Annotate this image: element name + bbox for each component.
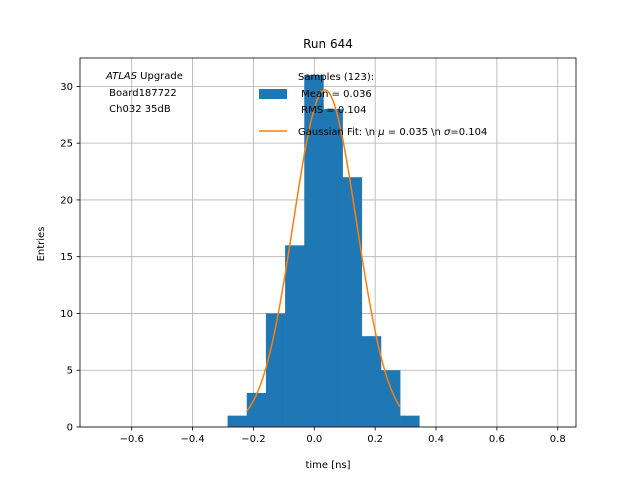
legend-fit-label: Gaussian Fit: \n μ = 0.035 \n σ=0.104 <box>298 127 487 138</box>
histogram-bar <box>228 416 247 427</box>
y-tick-label: 25 <box>60 139 73 150</box>
histogram-bar <box>247 393 266 427</box>
x-tick-label: 0.6 <box>489 434 505 445</box>
x-tick-label: −0.6 <box>120 434 144 445</box>
annotation-upgrade: Upgrade <box>137 71 183 82</box>
y-tick-label: 0 <box>67 423 73 434</box>
legend-hist-line3: RMS = 0.104 <box>298 105 366 116</box>
histogram-bar <box>381 370 400 427</box>
histogram-bar <box>285 245 304 427</box>
legend: Samples (123): Mean = 0.036 RMS = 0.104 … <box>259 72 487 138</box>
y-axis-label: Entries <box>36 227 47 262</box>
y-tick-label: 20 <box>60 195 73 206</box>
legend-hist-line2: Mean = 0.036 <box>298 89 372 100</box>
x-tick-label: 0.8 <box>550 434 566 445</box>
legend-hist-line1: Samples (123): <box>298 72 374 83</box>
x-axis-label: time [ns] <box>305 460 350 471</box>
histogram-bar <box>362 336 381 427</box>
legend-fit-suffix: =0.104 <box>450 127 487 138</box>
x-tick-label: 0.4 <box>428 434 444 445</box>
y-tick-label: 30 <box>60 82 73 93</box>
y-tick-label: 15 <box>60 252 73 263</box>
legend-fit-prefix: Gaussian Fit: \n <box>298 127 378 138</box>
annotation-line1: ATLAS Upgrade <box>105 71 183 82</box>
annotation-channel: Ch032 35dB <box>106 104 171 115</box>
x-tick-label: −0.4 <box>180 434 204 445</box>
legend-fit-mu: μ <box>377 127 384 138</box>
x-tick-label: 0.0 <box>306 434 322 445</box>
legend-fit-mid: = 0.035 \n <box>385 127 444 138</box>
histogram-bar <box>323 109 342 427</box>
annotation-board: Board187722 <box>106 88 177 99</box>
x-tick-label: 0.2 <box>367 434 383 445</box>
y-tick-label: 10 <box>60 309 73 320</box>
histogram-bar <box>343 177 362 427</box>
chart-title: Run 644 <box>303 37 353 51</box>
legend-hist-swatch <box>259 89 287 99</box>
x-tick-label: −0.2 <box>241 434 265 445</box>
y-tick-label: 5 <box>67 366 73 377</box>
histogram-bar <box>266 313 285 427</box>
atlas-annotation: ATLAS Upgrade Board187722 Ch032 35dB <box>105 71 183 115</box>
histogram-bar <box>400 416 419 427</box>
annotation-atlas: ATLAS <box>105 71 138 82</box>
